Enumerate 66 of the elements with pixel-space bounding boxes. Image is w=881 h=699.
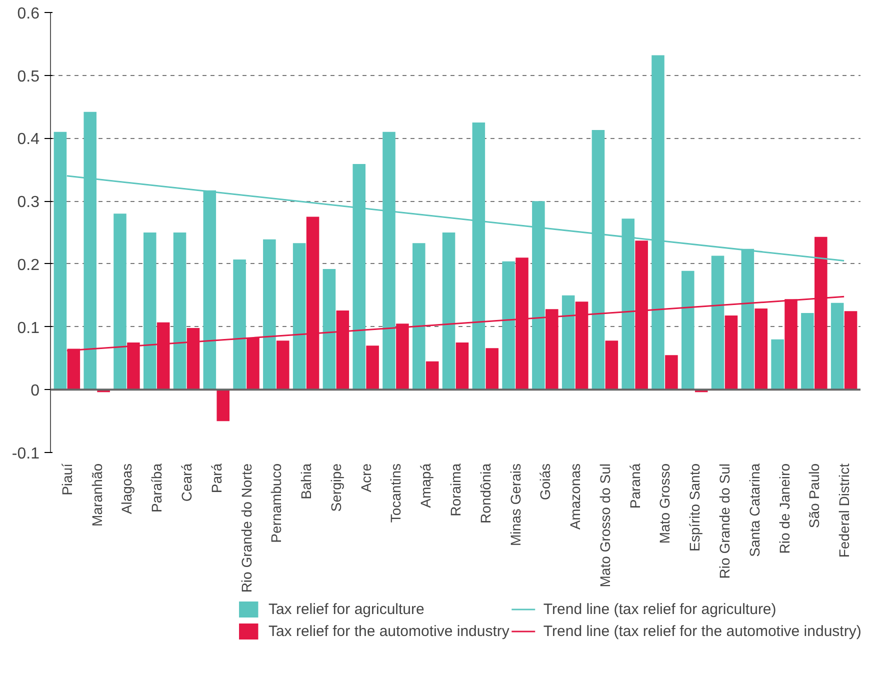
bar — [263, 239, 276, 390]
x-tick-label: Paraíba — [148, 463, 165, 513]
y-tick-label: 0.2 — [17, 256, 40, 274]
x-tick-label: Mato Grosso do Sul — [596, 463, 613, 588]
y-tick-label: 0.4 — [17, 131, 40, 148]
bar — [173, 232, 186, 390]
x-tick-label: Alagoas — [118, 464, 135, 514]
x-tick-label: Bahia — [298, 463, 314, 500]
x-tick-label: Rio de Janeiro — [776, 463, 792, 554]
bar — [322, 268, 336, 390]
x-tick-label: Rondônia — [477, 463, 494, 524]
bar — [114, 214, 126, 390]
y-tick-label: 0.3 — [17, 194, 40, 212]
bar — [771, 339, 784, 390]
x-tick-label: Paraná — [626, 463, 643, 509]
bar — [412, 243, 426, 390]
legend-label: Trend line (tax relief for the automotive industry) — [543, 622, 862, 640]
bar — [502, 261, 515, 390]
bar — [143, 232, 156, 390]
x-tick-label: Sergipe — [328, 463, 344, 512]
bar — [724, 315, 738, 390]
x-tick-label: Piauí — [58, 463, 75, 496]
x-tick-label: Pará — [208, 463, 224, 494]
x-tick-label: São Paulo — [806, 463, 822, 528]
x-tick-label: Minas Gerais — [507, 464, 524, 546]
legend-label: Trend line (tax relief for agriculture) — [543, 600, 776, 618]
bar — [456, 342, 469, 390]
bar — [665, 355, 678, 390]
bar — [216, 390, 230, 422]
legend-label: Tax relief for agriculture — [268, 600, 424, 618]
x-tick-label: Acre — [358, 463, 374, 492]
bar — [562, 295, 575, 390]
x-tick-label: Rio Grande do Sul — [716, 463, 733, 579]
x-tick-label: Tocantins — [388, 463, 404, 523]
x-tick-label: Santa Catarina — [746, 463, 762, 557]
y-tick-label: 0.1 — [17, 320, 40, 337]
bar — [844, 311, 858, 390]
legend-label: Tax relief for the automotive industry — [268, 622, 510, 640]
bar — [605, 340, 618, 390]
bar — [754, 308, 768, 390]
bar — [276, 340, 290, 390]
x-tick-label: Maranhão — [88, 463, 105, 527]
bar — [486, 348, 499, 390]
bar — [233, 260, 246, 390]
x-tick-label: Roraima — [448, 463, 464, 516]
bar — [442, 232, 456, 390]
x-tick-label: Goiás — [537, 463, 554, 500]
x-tick-label: Espírito Santo — [686, 463, 703, 552]
bar — [366, 346, 379, 390]
x-tick-label: Pernambuco — [268, 463, 284, 543]
bar — [830, 302, 844, 390]
y-tick-label: 0.5 — [17, 68, 40, 86]
bar — [292, 243, 306, 390]
x-tick-label: Amazonas — [567, 463, 584, 530]
bar — [801, 312, 814, 390]
y-tick-label: 0.6 — [17, 6, 40, 22]
x-tick-label: Ceará — [178, 463, 194, 502]
x-tick-label: Rio Grande do Norte — [238, 463, 254, 593]
y-tick-label: -0.1 — [12, 446, 40, 462]
x-tick-label: Federal District — [836, 463, 852, 558]
x-tick-label: Mato Grosso — [656, 463, 673, 544]
x-tick-label: Amapá — [418, 463, 434, 508]
bar — [711, 256, 724, 390]
y-tick-label: 0 — [30, 382, 40, 400]
bar — [426, 361, 439, 390]
bar — [682, 270, 694, 390]
